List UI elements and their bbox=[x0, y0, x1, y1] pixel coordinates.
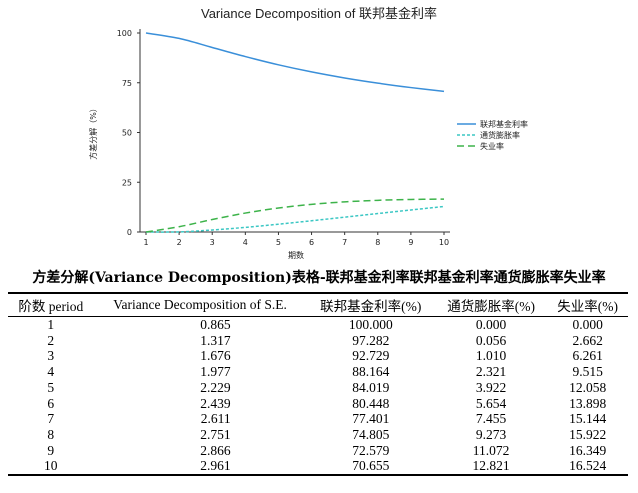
x-tick-label: 9 bbox=[408, 238, 413, 247]
cell-period: 7 bbox=[47, 411, 55, 427]
y-tick-label: 50 bbox=[122, 129, 132, 138]
cell-se: 0.865 bbox=[200, 317, 231, 332]
header-se: Variance Decomposition of S.E. bbox=[113, 297, 287, 312]
legend-label-2: 通货膨胀率 bbox=[480, 130, 520, 140]
y-axis-label: 方差分解（%） bbox=[88, 104, 98, 160]
chart-series-lines bbox=[145, 32, 445, 233]
variance-decomposition-table: 阶数 period Variance Decomposition of S.E.… bbox=[8, 292, 628, 476]
x-axis-label: 期数 bbox=[288, 250, 304, 260]
cell-unemployment-rate: 12.058 bbox=[569, 379, 607, 395]
cell-se: 2.751 bbox=[200, 426, 231, 442]
cell-unemployment-rate: 16.524 bbox=[569, 458, 607, 474]
header-period: 阶数 period bbox=[18, 299, 84, 314]
chart-legend: 联邦基金利率通货膨胀率失业率 bbox=[457, 119, 528, 151]
cell-inflation-rate: 11.072 bbox=[472, 442, 510, 458]
y-tick-label: 0 bbox=[127, 228, 132, 237]
cell-unemployment-rate: 6.261 bbox=[572, 348, 603, 364]
x-tick-label: 1 bbox=[143, 238, 148, 247]
table-row: 9 2.866 72.579 11.072 16.349 bbox=[8, 443, 628, 459]
x-tick-label: 3 bbox=[210, 238, 215, 247]
y-tick-label: 75 bbox=[122, 79, 132, 88]
x-tick-label: 6 bbox=[309, 238, 314, 247]
cell-fed-funds-rate: 72.579 bbox=[352, 442, 390, 458]
cell-period: 5 bbox=[47, 379, 55, 395]
table-row: 5 2.229 84.019 3.922 12.058 bbox=[8, 380, 628, 396]
cell-period: 3 bbox=[47, 348, 55, 364]
cell-se: 2.866 bbox=[200, 442, 231, 458]
x-tick-label: 5 bbox=[276, 238, 281, 247]
cell-inflation-rate: 7.455 bbox=[475, 411, 507, 427]
cell-se: 1.317 bbox=[200, 332, 231, 348]
table-header-row: 阶数 period Variance Decomposition of S.E.… bbox=[8, 293, 628, 317]
cell-period: 9 bbox=[47, 442, 55, 458]
cell-fed-funds-rate: 80.448 bbox=[352, 395, 390, 411]
cell-fed-funds-rate: 92.729 bbox=[352, 348, 390, 364]
cell-unemployment-rate: 16.349 bbox=[569, 442, 607, 458]
y-tick-label: 100 bbox=[117, 29, 132, 38]
cell-fed-funds-rate: 74.805 bbox=[352, 426, 390, 442]
cell-inflation-rate: 5.654 bbox=[475, 395, 507, 411]
chart-title: Variance Decomposition of 联邦基金利率 bbox=[201, 6, 437, 21]
x-tick-label: 8 bbox=[375, 238, 380, 247]
series-line-3 bbox=[145, 198, 445, 233]
cell-fed-funds-rate: 70.655 bbox=[352, 458, 390, 474]
cell-se: 1.676 bbox=[200, 348, 231, 364]
table-row: 1 0.865 100.000 0.000 0.000 bbox=[8, 317, 628, 333]
cell-period: 2 bbox=[47, 332, 55, 348]
cell-inflation-rate: 0.056 bbox=[475, 332, 507, 348]
cell-fed-funds-rate: 97.282 bbox=[352, 332, 390, 348]
cell-fed-funds-rate: 77.401 bbox=[352, 411, 390, 427]
cell-unemployment-rate: 13.898 bbox=[569, 395, 607, 411]
cell-fed-funds-rate: 100.000 bbox=[348, 317, 393, 332]
table-row: 10 2.961 70.655 12.821 16.524 bbox=[8, 458, 628, 476]
cell-se: 2.961 bbox=[200, 458, 231, 474]
cell-inflation-rate: 3.922 bbox=[475, 379, 507, 395]
header-fed-funds-rate: 联邦基金利率(%) bbox=[320, 299, 422, 314]
table-row: 4 1.977 88.164 2.321 9.515 bbox=[8, 364, 628, 380]
table-row: 2 1.317 97.282 0.056 2.662 bbox=[8, 333, 628, 349]
legend-label-1: 联邦基金利率 bbox=[480, 119, 528, 129]
y-tick-label: 25 bbox=[122, 178, 132, 187]
cell-period: 6 bbox=[47, 395, 55, 411]
cell-inflation-rate: 9.273 bbox=[475, 426, 507, 442]
cell-unemployment-rate: 9.515 bbox=[572, 364, 603, 380]
cell-period: 1 bbox=[47, 317, 55, 332]
cell-inflation-rate: 1.010 bbox=[475, 348, 507, 364]
table-row: 6 2.439 80.448 5.654 13.898 bbox=[8, 396, 628, 412]
table-row: 7 2.611 77.401 7.455 15.144 bbox=[8, 411, 628, 427]
cell-period: 8 bbox=[47, 426, 55, 442]
cell-se: 1.977 bbox=[200, 364, 231, 380]
cell-unemployment-rate: 0.000 bbox=[572, 317, 603, 332]
cell-period: 4 bbox=[47, 364, 55, 380]
cell-period: 10 bbox=[44, 458, 58, 474]
x-tick-label: 2 bbox=[177, 238, 182, 247]
x-tick-label: 7 bbox=[342, 238, 347, 247]
cell-inflation-rate: 12.821 bbox=[472, 458, 510, 474]
cell-inflation-rate: 0.000 bbox=[475, 317, 507, 332]
cell-se: 2.439 bbox=[200, 395, 231, 411]
series-line-1 bbox=[145, 32, 445, 93]
header-inflation-rate: 通货膨胀率(%) bbox=[447, 299, 535, 314]
table-row: 3 1.676 92.729 1.010 6.261 bbox=[8, 348, 628, 364]
cell-unemployment-rate: 15.144 bbox=[569, 411, 607, 427]
legend-label-3: 失业率 bbox=[480, 141, 504, 151]
cell-inflation-rate: 2.321 bbox=[475, 364, 507, 380]
cell-fed-funds-rate: 88.164 bbox=[352, 364, 390, 380]
cell-se: 2.611 bbox=[200, 411, 231, 427]
table-row: 8 2.751 74.805 9.273 15.922 bbox=[8, 427, 628, 443]
header-unemployment-rate: 失业率(%) bbox=[557, 299, 618, 314]
table-caption: 方差分解(Variance Decomposition)表格-联邦基金利率联邦基… bbox=[32, 270, 606, 286]
cell-fed-funds-rate: 84.019 bbox=[352, 379, 390, 395]
cell-se: 2.229 bbox=[200, 379, 231, 395]
x-tick-label: 4 bbox=[243, 238, 248, 247]
cell-unemployment-rate: 2.662 bbox=[572, 332, 603, 348]
cell-unemployment-rate: 15.922 bbox=[569, 426, 607, 442]
variance-decomposition-chart: Variance Decomposition of 联邦基金利率 1 2 3 4 5 6 7… bbox=[88, 6, 528, 260]
series-line-2 bbox=[145, 205, 445, 233]
x-tick-label: 10 bbox=[439, 238, 449, 247]
